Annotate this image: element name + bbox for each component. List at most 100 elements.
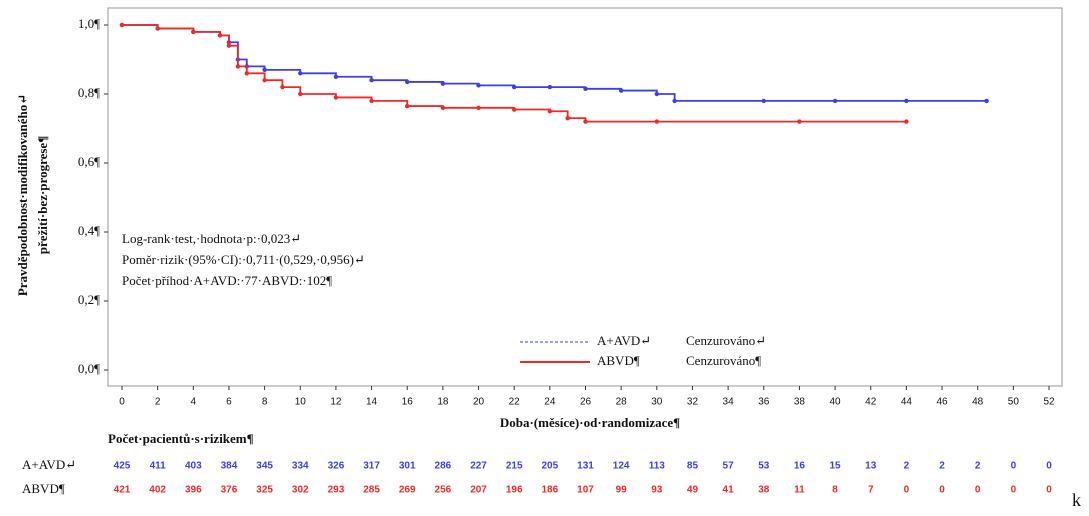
censor-mark — [904, 119, 909, 124]
x-tick-label: 10 — [295, 397, 307, 408]
risk-count: 2 — [939, 461, 945, 472]
risk-count: 196 — [506, 485, 523, 496]
risk-count: 317 — [363, 461, 380, 472]
censor-mark — [547, 84, 553, 90]
risk-count: 57 — [723, 461, 735, 472]
x-tick-label: 18 — [437, 397, 449, 408]
risk-row-label: A+AVD↵ — [22, 457, 76, 472]
censor-mark — [583, 119, 588, 124]
annotation: Počet·příhod·A+AVD:·77·ABVD:·102¶ — [122, 273, 332, 288]
censor-mark — [618, 88, 624, 93]
x-tick-label: 48 — [972, 397, 984, 408]
censor-mark — [235, 64, 241, 69]
x-axis-label: Doba·(měsíce)·od·randomizace¶ — [500, 415, 680, 430]
risk-count: 207 — [470, 485, 487, 496]
censor-mark — [440, 81, 446, 86]
risk-count: 227 — [470, 461, 487, 472]
risk-count: 8 — [832, 485, 838, 496]
risk-count: 285 — [363, 485, 380, 496]
survival-curve — [122, 24, 907, 123]
x-tick-label: 32 — [687, 397, 699, 408]
censor-mark — [369, 98, 374, 104]
x-tick-label: 26 — [580, 397, 592, 408]
x-tick-label: 16 — [402, 397, 414, 408]
risk-count: 41 — [723, 485, 735, 496]
y-tick-label: 0,4¶ — [78, 223, 100, 238]
y-axis-label: Pravděpodobnost·modifikovaného↵ — [15, 94, 30, 296]
risk-count: 186 — [542, 485, 559, 496]
risk-count: 7 — [868, 485, 874, 496]
censor-mark — [904, 98, 909, 104]
risk-count: 0 — [1011, 461, 1017, 472]
y-axis-label: přežití·bez·progrese¶ — [35, 136, 50, 254]
risk-count: 205 — [542, 461, 559, 472]
y-tick-label: 0,8¶ — [78, 85, 100, 100]
risk-count: 215 — [506, 461, 523, 472]
censor-mark — [440, 105, 446, 111]
risk-count: 131 — [577, 461, 594, 472]
censor-mark — [672, 98, 677, 104]
risk-count: 0 — [975, 485, 981, 496]
risk-count: 107 — [577, 485, 594, 496]
x-tick-label: 42 — [865, 397, 877, 408]
risk-count: 286 — [435, 461, 452, 472]
censor-mark — [476, 105, 481, 111]
x-tick-label: 44 — [901, 397, 913, 408]
risk-count: 326 — [328, 461, 345, 472]
risk-count: 403 — [185, 461, 202, 472]
legend-censor-label: Cenzurováno↵ — [686, 333, 766, 348]
risk-count: 425 — [114, 461, 131, 472]
x-tick-label: 46 — [936, 397, 948, 408]
risk-count: 384 — [221, 461, 238, 472]
x-tick-label: 12 — [330, 397, 342, 408]
x-tick-label: 0 — [119, 397, 125, 408]
x-tick-label: 6 — [226, 397, 232, 408]
risk-count: 0 — [1046, 461, 1052, 472]
risk-count: 301 — [399, 461, 416, 472]
plot-frame — [107, 7, 1063, 387]
risk-count: 124 — [613, 461, 630, 472]
x-tick-label: 52 — [1043, 397, 1055, 408]
censor-mark — [547, 109, 553, 114]
risk-count: 38 — [758, 485, 770, 496]
x-tick-label: 30 — [651, 397, 663, 408]
x-tick-label: 40 — [830, 397, 842, 408]
x-tick-label: 24 — [544, 397, 556, 408]
y-tick-label: 0,0¶ — [78, 361, 100, 376]
censor-mark — [262, 67, 267, 73]
legend-censor-label: Cenzurováno¶ — [686, 353, 761, 368]
censor-mark — [761, 98, 766, 104]
censor-mark — [244, 71, 249, 76]
risk-count: 376 — [221, 485, 238, 496]
x-tick-label: 38 — [794, 397, 806, 408]
x-tick-label: 34 — [723, 397, 735, 408]
risk-count: 396 — [185, 485, 202, 496]
censor-mark — [832, 98, 838, 104]
risk-count: 325 — [256, 485, 273, 496]
risk-count: 2 — [904, 461, 910, 472]
risk-count: 53 — [758, 461, 770, 472]
x-tick-label: 50 — [1008, 397, 1020, 408]
risk-row-label: ABVD¶ — [22, 481, 65, 496]
risk-count: 13 — [865, 461, 877, 472]
censor-mark — [405, 103, 410, 109]
x-tick-label: 14 — [366, 397, 378, 408]
censor-mark — [191, 29, 196, 35]
risk-count: 16 — [794, 461, 806, 472]
censor-mark — [797, 119, 802, 124]
censor-mark — [217, 33, 223, 38]
censor-mark — [565, 115, 570, 121]
censor-mark — [262, 78, 267, 83]
censor-mark — [333, 95, 339, 100]
x-tick-label: 2 — [155, 397, 161, 408]
risk-count: 421 — [114, 485, 131, 496]
risk-count: 85 — [687, 461, 699, 472]
risk-table-title: Počet·pacientů·s·rizikem¶ — [108, 431, 254, 446]
censor-mark — [298, 91, 303, 97]
risk-count: 269 — [399, 485, 416, 496]
censor-mark — [654, 119, 660, 124]
risk-count: 302 — [292, 485, 309, 496]
x-tick-label: 28 — [616, 397, 628, 408]
y-tick-label: 0,2¶ — [78, 292, 100, 307]
